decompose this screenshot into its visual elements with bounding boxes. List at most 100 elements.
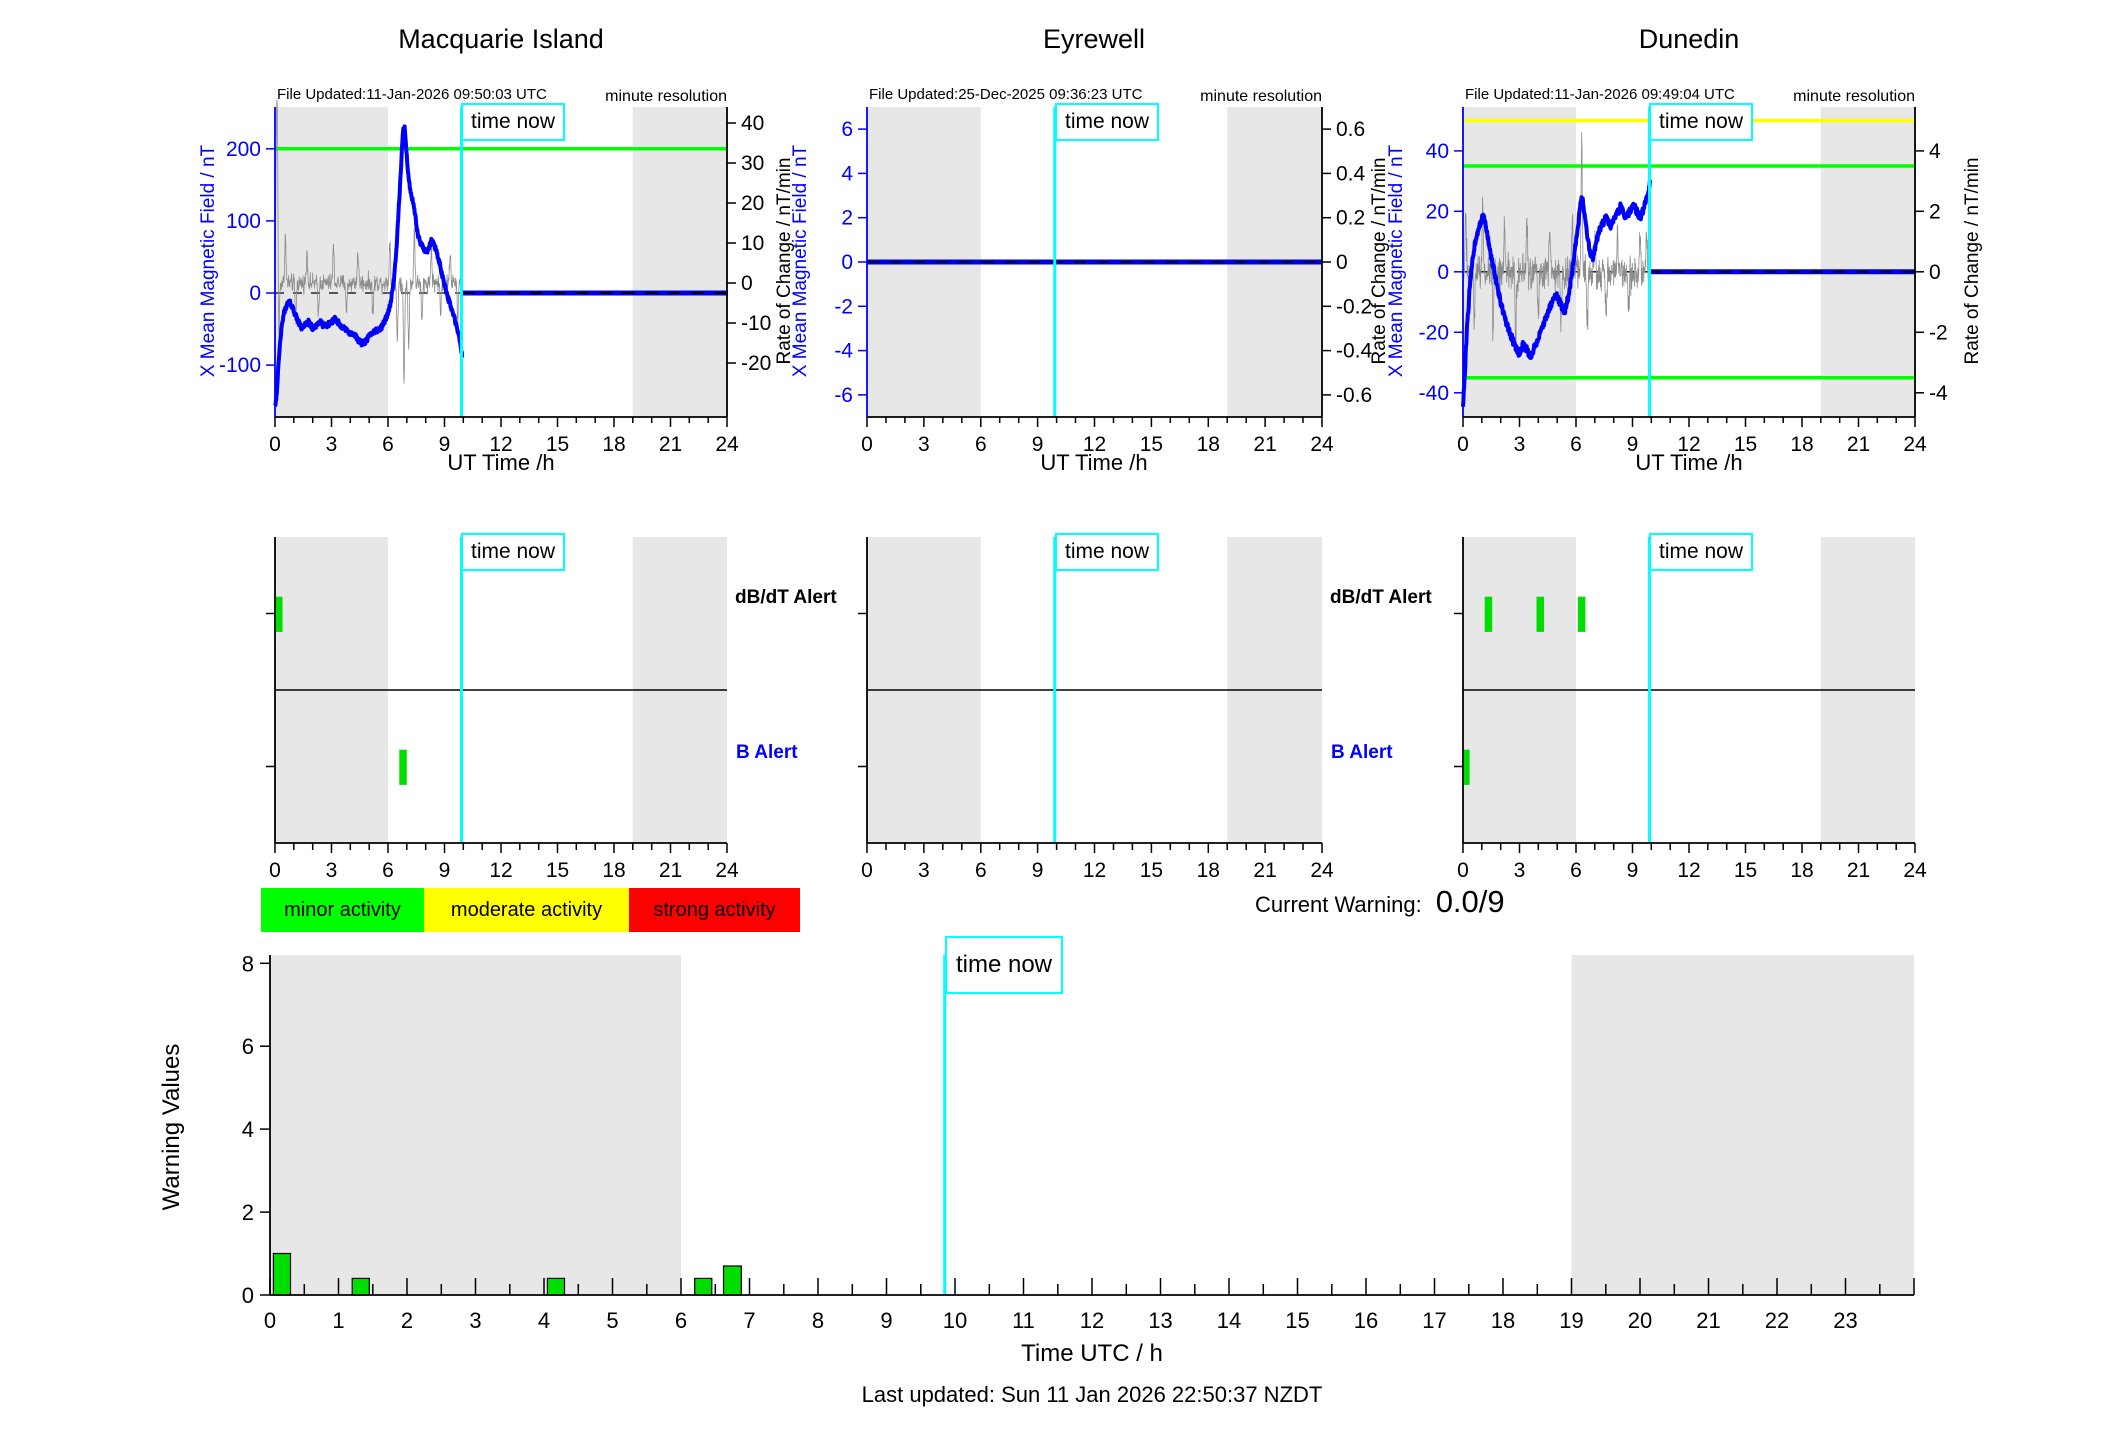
y-right-label-dunedin: Rate of Change / nT/min: [1962, 157, 1983, 365]
night-band: [1571, 955, 1914, 1295]
x-tick-label: 3: [1514, 433, 1526, 456]
station-title-macquarie: Macquarie Island: [398, 24, 604, 54]
y-left-label-eyrewell: X Mean Magnetic Field / nT: [790, 144, 811, 378]
x-tick-label: 10: [943, 1308, 967, 1333]
x-tick-label: 18: [602, 859, 625, 882]
warning-bar: [272, 1252, 292, 1296]
y-right-tick-label: -0.6: [1336, 384, 1372, 407]
x-tick-label: 6: [975, 859, 987, 882]
y-left-label-dunedin: X Mean Magnetic Field / nT: [1386, 144, 1407, 378]
x-tick-label: 0: [861, 859, 873, 882]
legend-moderate-activity: moderate activity: [424, 888, 629, 932]
x-tick-label: 24: [1903, 433, 1927, 456]
y-right-tick-label: 10: [741, 232, 764, 255]
x-tick-label: 22: [1765, 1308, 1789, 1333]
x-axis-label-eyrewell: UT Time /h: [1040, 450, 1148, 475]
x-tick-label: 0: [264, 1308, 276, 1333]
y-left-tick-label: -4: [834, 340, 853, 363]
x-tick-label: 12: [489, 433, 512, 456]
x-tick-label: 6: [1570, 859, 1582, 882]
night-band: [632, 107, 727, 417]
current-warning-value: 0.0/9: [1435, 884, 1505, 919]
x-tick-label: 18: [1491, 1308, 1515, 1333]
file-updated-dunedin: File Updated:11-Jan-2026 09:49:04 UTC: [1465, 86, 1735, 103]
resolution-note-dunedin: minute resolution: [1793, 88, 1915, 105]
x-tick-label: 6: [975, 433, 987, 456]
legend-strong-activity-label: strong activity: [653, 898, 776, 921]
time-now-label: time now: [461, 533, 565, 571]
x-tick-label: 24: [1903, 859, 1927, 882]
y-right-tick-label: -0.2: [1336, 295, 1372, 318]
x-tick-label: 6: [1570, 433, 1582, 456]
x-tick-label: 3: [469, 1308, 481, 1333]
y-right-tick-label: 30: [741, 152, 764, 175]
b-alert-bar: [399, 749, 407, 785]
x-tick-label: 3: [918, 859, 930, 882]
warning-bar: [351, 1277, 370, 1296]
x-tick-label: 16: [1354, 1308, 1378, 1333]
x-tick-label: 2: [401, 1308, 413, 1333]
x-tick-label: 0: [1457, 859, 1469, 882]
x-tick-label: 20: [1628, 1308, 1652, 1333]
station-0-alert-chart: 0 3 6 9 12 15 18 21 24: [266, 537, 739, 882]
x-tick-label: 6: [382, 859, 394, 882]
x-tick-label: 18: [1197, 433, 1220, 456]
time-now-label: time now: [945, 936, 1063, 994]
legend-strong-activity: strong activity: [629, 888, 800, 932]
y-right-tick-label: 0.4: [1336, 162, 1366, 185]
x-tick-label: 9: [1627, 433, 1639, 456]
y-tick-label: 2: [242, 1200, 254, 1225]
x-tick-label: 6: [675, 1308, 687, 1333]
dbdt-alert-bar: [275, 596, 283, 632]
dbdt-alert-bar: [1536, 596, 1544, 632]
time-now-label: time now: [1649, 533, 1753, 571]
x-tick-label: 12: [489, 859, 512, 882]
dbdt-alert-label-2: dB/dT Alert: [1330, 587, 1432, 608]
field-curve: [273, 124, 465, 408]
x-tick-label: 21: [1253, 433, 1276, 456]
station-title-dunedin: Dunedin: [1638, 24, 1740, 54]
x-tick-label: 24: [715, 433, 739, 456]
x-tick-label: 12: [1677, 859, 1700, 882]
b-alert-label-1: B Alert: [736, 742, 798, 763]
warning-bar: [722, 1265, 742, 1296]
station-title-eyrewell: Eyrewell: [1042, 24, 1146, 54]
x-tick-label: 18: [1790, 859, 1813, 882]
y-right-tick-label: -10: [741, 312, 771, 335]
y-left-tick-label: -20: [1419, 321, 1449, 344]
y-right-tick-label: 40: [741, 112, 764, 135]
x-tick-label: 3: [918, 433, 930, 456]
x-tick-label: 9: [1627, 859, 1639, 882]
y-left-tick-label: 20: [1426, 200, 1449, 223]
warning-bar: [546, 1277, 566, 1296]
dbdt-alert-bar: [1484, 596, 1493, 632]
file-updated-macquarie: File Updated:11-Jan-2026 09:50:03 UTC: [277, 86, 547, 103]
x-tick-label: 14: [1217, 1308, 1241, 1333]
x-tick-label: 3: [1514, 859, 1526, 882]
x-tick-label: 7: [743, 1308, 755, 1333]
y-tick-label: 0: [242, 1283, 254, 1308]
y-right-tick-label: -2: [1929, 321, 1948, 344]
time-utc-axis-label: Time UTC / h: [1021, 1340, 1163, 1367]
night-band: [270, 955, 681, 1295]
y-left-label-macquarie: X Mean Magnetic Field / nT: [198, 144, 219, 378]
station-2-alert-chart: 0 3 6 9 12 15 18 21 24: [1454, 537, 1927, 882]
x-tick-label: 15: [1285, 1308, 1309, 1333]
warning-bar: [694, 1277, 713, 1296]
y-left-tick-label: 200: [226, 138, 261, 161]
b-alert-bar: [1463, 749, 1470, 785]
time-now-label: time now: [1055, 533, 1159, 571]
dbdt-alert-bar: [1577, 596, 1586, 632]
x-tick-label: 23: [1833, 1308, 1857, 1333]
x-tick-label: 0: [269, 859, 281, 882]
x-tick-label: 8: [812, 1308, 824, 1333]
x-tick-label: 9: [439, 433, 451, 456]
x-tick-label: 9: [1032, 433, 1044, 456]
x-tick-label: 21: [1847, 859, 1870, 882]
current-warning: Current Warning: 0.0/9: [1255, 884, 1505, 920]
y-tick-label: 4: [242, 1117, 254, 1142]
x-tick-label: 9: [1032, 859, 1044, 882]
